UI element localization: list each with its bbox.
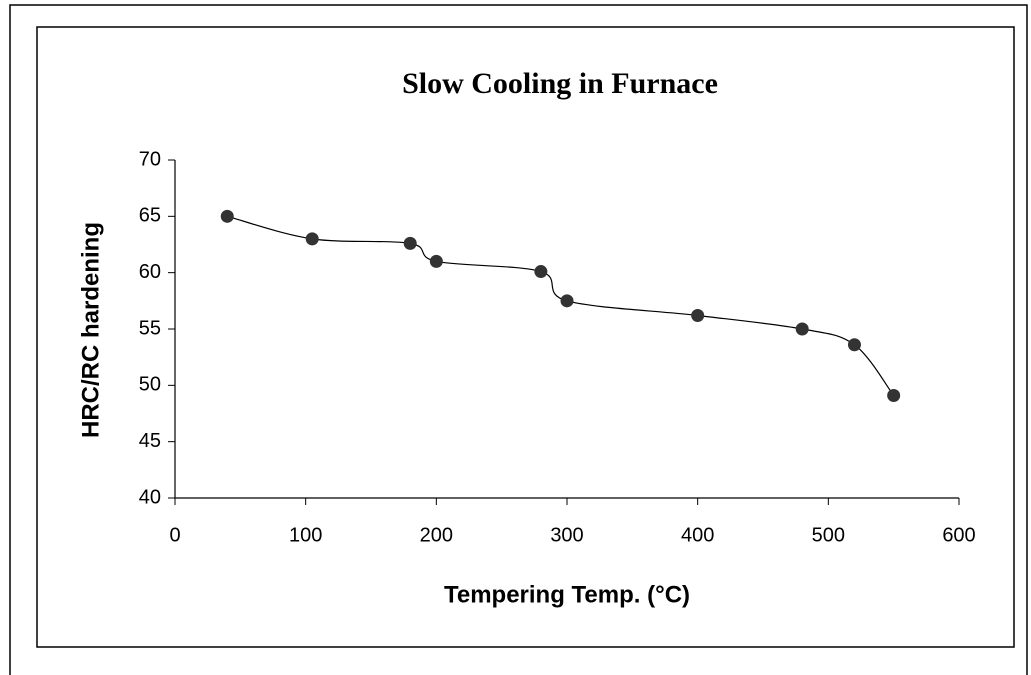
x-tick-label: 500 — [812, 524, 845, 546]
data-point — [847, 338, 861, 352]
y-tick-label: 65 — [139, 205, 161, 227]
x-tick-label: 400 — [681, 524, 714, 546]
data-point — [429, 254, 443, 268]
data-point — [403, 236, 417, 250]
chart-title: Slow Cooling in Furnace — [402, 67, 718, 100]
outer-frame — [9, 4, 1028, 675]
x-tick-label: 0 — [169, 524, 180, 546]
x-tick-label: 100 — [289, 524, 322, 546]
y-tick-label: 50 — [139, 374, 161, 396]
y-axis-label: HRC/RC hardening — [77, 222, 104, 438]
y-tick-label: 55 — [139, 317, 161, 339]
x-axis-label: Tempering Temp. (°C) — [444, 581, 690, 608]
data-point — [560, 294, 574, 308]
x-tick-label: 300 — [550, 524, 583, 546]
y-tick-label: 40 — [139, 486, 161, 508]
x-tick-label: 200 — [420, 524, 453, 546]
data-point — [887, 388, 901, 402]
chart-frame — [36, 26, 1015, 648]
data-point — [220, 209, 234, 223]
y-tick-label: 70 — [139, 148, 161, 170]
y-tick-label: 45 — [139, 430, 161, 452]
data-point — [795, 322, 809, 336]
x-tick-label: 600 — [942, 524, 975, 546]
series-line — [227, 215, 895, 396]
data-point — [305, 232, 319, 246]
data-point — [691, 308, 705, 322]
data-point — [534, 265, 548, 279]
y-tick-label: 60 — [139, 261, 161, 283]
